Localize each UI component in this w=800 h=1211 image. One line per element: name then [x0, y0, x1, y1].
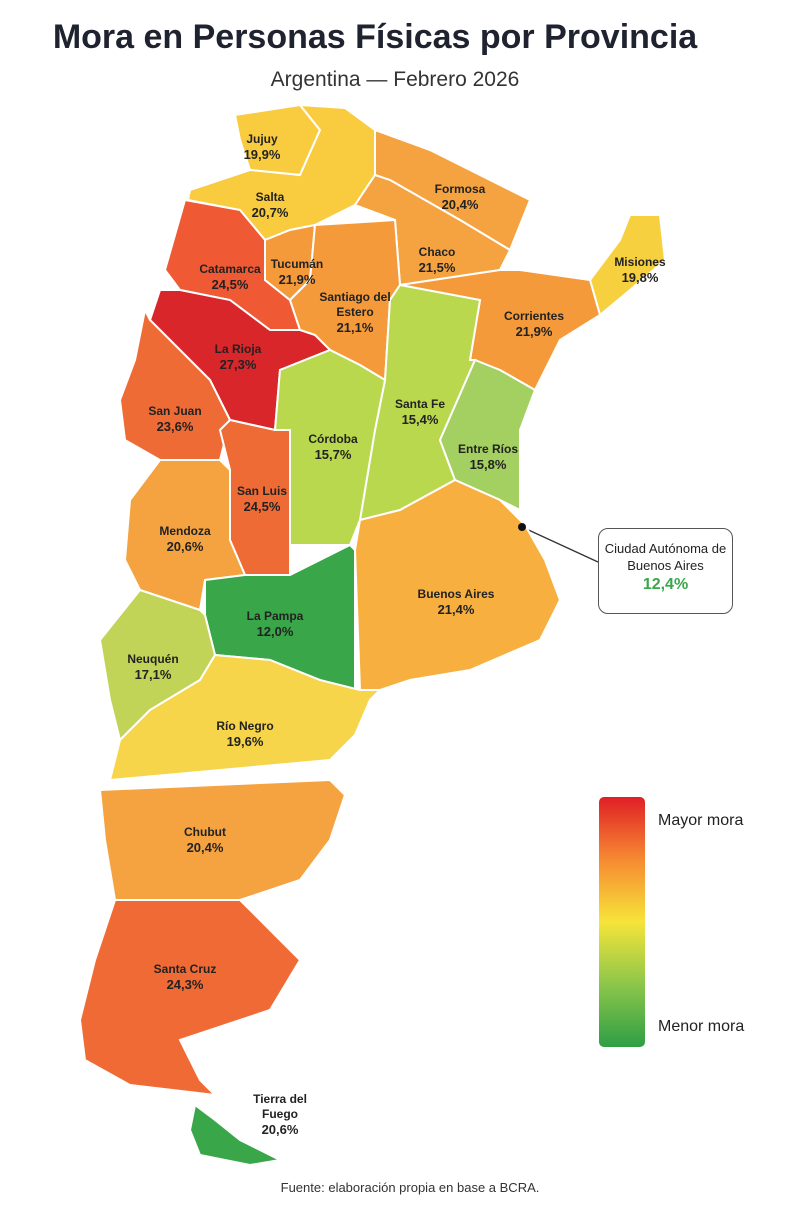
province-value: 12,0% — [256, 624, 294, 639]
province-value: 21,4% — [437, 602, 475, 617]
province-value: 20,4% — [186, 840, 224, 855]
province-label: Mendoza 20,6% — [140, 524, 230, 555]
city-marker — [518, 523, 526, 531]
province-label: La Pampa 12,0% — [230, 609, 320, 640]
province-label: Misiones 19,8% — [595, 255, 685, 286]
province-label: Córdoba 15,7% — [288, 432, 378, 463]
province-value: 15,4% — [401, 412, 439, 427]
province-value: 20,6% — [166, 539, 204, 554]
province-value: 27,3% — [219, 357, 257, 372]
province-label: Catamarca 24,5% — [185, 262, 275, 293]
province-label: Chaco 21,5% — [392, 245, 482, 276]
province-name: Córdoba — [308, 432, 358, 446]
callout: Ciudad Autónoma de Buenos Aires 12,4% — [598, 528, 733, 614]
province-label: La Rioja 27,3% — [193, 342, 283, 373]
province — [588, 214, 667, 317]
province-label: Tierra del Fuego 20,6% — [235, 1092, 325, 1138]
province-label: Salta 20,7% — [225, 190, 315, 221]
legend-gradient — [599, 797, 645, 1047]
province — [438, 358, 537, 512]
province-label: Buenos Aires 21,4% — [411, 587, 501, 618]
province-value: 24,5% — [243, 499, 281, 514]
province-name: Jujuy — [246, 132, 278, 146]
province-label: Corrientes 21,9% — [489, 309, 579, 340]
province-value: 24,3% — [166, 977, 204, 992]
province-name: San Luis — [236, 484, 287, 498]
legend-label: Mayor mora — [658, 812, 744, 829]
province-label: Río Negro 19,6% — [200, 719, 290, 750]
province-name: Formosa — [434, 182, 486, 196]
province-name: Chaco — [418, 245, 456, 259]
province-value: 15,7% — [314, 447, 352, 462]
province-label: Santa Fe 15,4% — [375, 397, 465, 428]
province-name: La Pampa — [246, 609, 304, 623]
callout-value: 12,4% — [642, 575, 689, 593]
province-name: Mendoza — [159, 524, 211, 538]
province-value: 24,5% — [211, 277, 249, 292]
province-value: 21,5% — [418, 260, 456, 275]
province-value: 21,9% — [278, 272, 316, 287]
province-name: Misiones — [614, 255, 666, 269]
province-label: Tucumán 21,9% — [252, 257, 342, 288]
callout-line — [521, 526, 599, 563]
province — [78, 899, 302, 1097]
province-label: San Luis 24,5% — [217, 484, 307, 515]
source: Fuente: elaboración propia en base a BCR… — [280, 1180, 540, 1195]
province-name: Neuquén — [127, 652, 179, 666]
province-label: Jujuy 19,9% — [217, 132, 307, 163]
province-value: 20,4% — [441, 197, 479, 212]
province-value: 19,8% — [621, 270, 659, 285]
province-label: San Juan 23,6% — [130, 404, 220, 435]
title: Mora en Personas Físicas por Provincia — [52, 18, 698, 56]
legend-label: Menor mora — [658, 1018, 745, 1035]
province-label: Formosa 20,4% — [415, 182, 505, 213]
callout-name: Ciudad Autónoma de Buenos Aires — [604, 541, 727, 573]
province-name: Entre Ríos — [457, 442, 518, 456]
province-value: 19,9% — [243, 147, 281, 162]
province — [98, 778, 347, 901]
province — [108, 653, 383, 782]
province-label: Chubut 20,4% — [160, 825, 250, 856]
province-value: 21,9% — [515, 324, 553, 339]
province-name: Santiago del Estero — [319, 290, 391, 319]
province-name: Tucumán — [270, 257, 324, 271]
province-name: Salta — [255, 190, 285, 204]
province-name: Río Negro — [216, 719, 274, 733]
province-value: 19,6% — [226, 734, 264, 749]
province-label: Neuquén 17,1% — [108, 652, 198, 683]
province-value: 20,6% — [261, 1122, 299, 1137]
province — [188, 1103, 284, 1167]
province-name: Corrientes — [503, 309, 565, 323]
province-value: 17,1% — [134, 667, 172, 682]
province-name: Tierra del Fuego — [253, 1092, 307, 1121]
province-label: Santiago del Estero 21,1% — [310, 290, 400, 336]
province-value: 15,8% — [469, 457, 507, 472]
province-name: Santa Fe — [394, 397, 445, 411]
province-name: Chubut — [184, 825, 226, 839]
province-name: Buenos Aires — [417, 587, 495, 601]
province-value: 23,6% — [156, 419, 194, 434]
province-value: 20,7% — [251, 205, 289, 220]
subtitle: Argentina — Febrero 2026 — [270, 68, 520, 91]
province-name: Catamarca — [199, 262, 261, 276]
province-name: Santa Cruz — [153, 962, 217, 976]
province-label: Santa Cruz 24,3% — [140, 962, 230, 993]
province-label: Entre Ríos 15,8% — [443, 442, 533, 473]
province-value: 21,1% — [336, 320, 374, 335]
province-name: San Juan — [148, 404, 202, 418]
province-name: La Rioja — [214, 342, 262, 356]
